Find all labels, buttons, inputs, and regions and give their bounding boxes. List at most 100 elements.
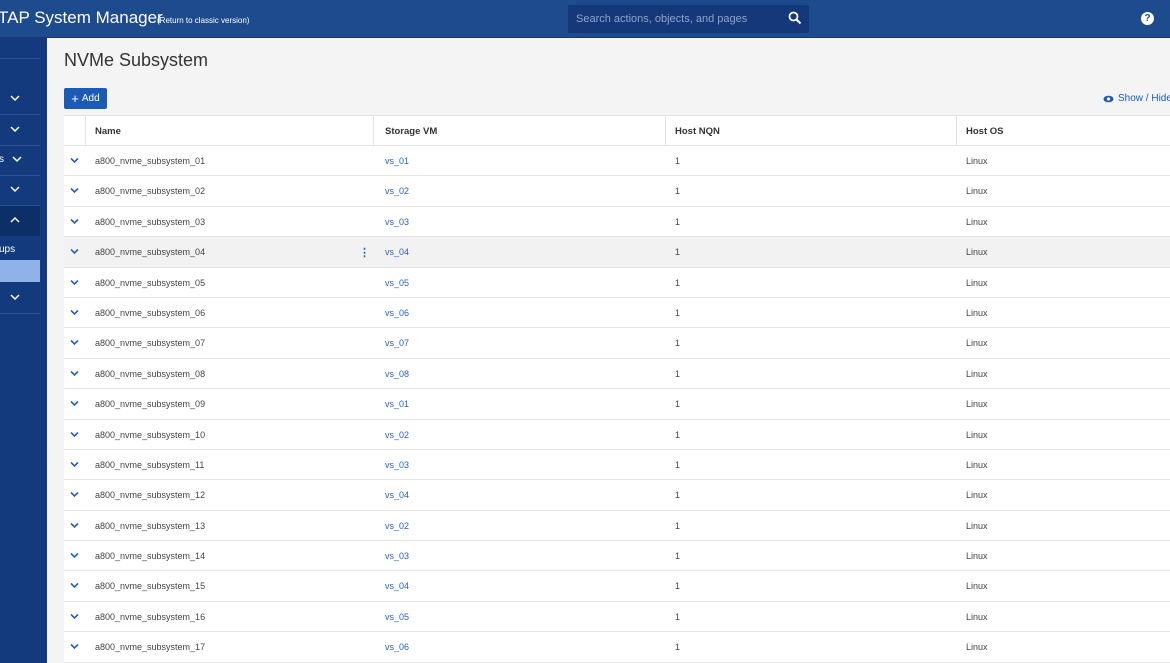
host-os: Linux — [966, 551, 988, 562]
sidebar-item-label: s — [0, 154, 4, 165]
storage-vm-link[interactable]: vs_03 — [385, 216, 410, 227]
chevron-down-icon[interactable] — [70, 279, 79, 286]
table-row[interactable]: a800_nvme_subsystem_15 vs_04 1 Linux — [64, 571, 1170, 602]
storage-vm-link[interactable]: vs_07 — [385, 338, 410, 349]
add-button[interactable]: + Add — [64, 88, 107, 109]
chevron-down-icon[interactable] — [70, 643, 79, 650]
host-nqn-count: 1 — [675, 611, 681, 622]
table-row[interactable]: a800_nvme_subsystem_10 vs_02 1 Linux — [64, 419, 1170, 450]
table-row[interactable]: a800_nvme_subsystem_05 vs_05 1 Linux — [64, 267, 1170, 298]
storage-vm-link[interactable]: vs_06 — [385, 642, 410, 653]
table-row[interactable]: a800_nvme_subsystem_07 vs_07 1 Linux — [64, 328, 1170, 359]
chevron-down-icon[interactable] — [70, 491, 79, 498]
table-row[interactable]: a800_nvme_subsystem_01 vs_01 1 Linux — [64, 146, 1170, 177]
storage-vm-link[interactable]: vs_02 — [385, 429, 410, 440]
table-row[interactable]: a800_nvme_subsystem_11 vs_03 1 Linux — [64, 449, 1170, 481]
storage-vm-link[interactable]: vs_05 — [385, 277, 410, 288]
host-nqn-count: 1 — [675, 216, 681, 227]
subsystem-name: a800_nvme_subsystem_15 — [95, 581, 206, 592]
sidebar-subitem-active[interactable] — [0, 260, 40, 282]
table-row[interactable]: a800_nvme_subsystem_16 vs_05 1 Linux — [64, 601, 1170, 633]
chevron-down-icon[interactable] — [70, 157, 79, 164]
storage-vm-link[interactable]: vs_08 — [385, 368, 410, 379]
chevron-down-icon — [12, 156, 22, 163]
sidebar-item-3[interactable]: s — [0, 145, 40, 175]
storage-vm-link[interactable]: vs_03 — [385, 551, 410, 562]
chevron-down-icon[interactable] — [70, 248, 79, 255]
host-nqn-count: 1 — [675, 247, 681, 258]
subsystem-name: a800_nvme_subsystem_05 — [95, 277, 206, 288]
storage-vm-link[interactable]: vs_01 — [385, 399, 410, 410]
sidebar-divider — [0, 175, 40, 176]
show-hide-columns-button[interactable]: Show / Hide — [1103, 93, 1170, 104]
column-header-storage-vm[interactable]: Storage VM — [385, 126, 438, 137]
table-row[interactable]: a800_nvme_subsystem_02 vs_02 1 Linux — [64, 176, 1170, 207]
storage-vm-link[interactable]: vs_04 — [385, 490, 410, 501]
column-header-name[interactable]: Name — [95, 126, 121, 137]
sidebar-subitem-label[interactable]: ups — [0, 244, 16, 255]
sidebar-item-7[interactable] — [0, 283, 40, 313]
storage-vm-link[interactable]: vs_05 — [385, 611, 410, 622]
host-os: Linux — [966, 520, 988, 531]
table-row[interactable]: a800_nvme_subsystem_17 vs_06 1 Linux — [64, 632, 1170, 663]
chevron-down-icon[interactable] — [70, 431, 79, 438]
table-row[interactable]: a800_nvme_subsystem_09 vs_01 1 Linux — [64, 389, 1170, 420]
subsystem-name: a800_nvme_subsystem_01 — [95, 156, 206, 166]
chevron-down-icon[interactable] — [70, 370, 79, 377]
chevron-down-icon[interactable] — [70, 582, 79, 589]
chevron-down-icon[interactable] — [70, 461, 79, 468]
page-title: NVMe Subsystem — [64, 50, 209, 70]
row-actions-icon[interactable]: ⋮ — [359, 247, 370, 260]
search-box[interactable] — [568, 5, 809, 33]
chevron-down-icon[interactable] — [70, 400, 79, 407]
table-row[interactable]: a800_nvme_subsystem_12 vs_04 1 Linux — [64, 480, 1170, 511]
subsystem-name: a800_nvme_subsystem_10 — [95, 429, 206, 440]
storage-vm-link[interactable]: vs_03 — [385, 459, 410, 470]
app-title: TAP System Manager — [0, 8, 163, 27]
host-nqn-count: 1 — [675, 520, 681, 531]
search-icon[interactable] — [788, 11, 802, 25]
table-row[interactable]: a800_nvme_subsystem_03 vs_03 1 Linux — [64, 206, 1170, 238]
host-os: Linux — [966, 338, 988, 349]
storage-vm-link[interactable]: vs_02 — [385, 186, 410, 197]
classic-version-link[interactable]: (Return to classic version) — [157, 16, 250, 25]
host-os: Linux — [966, 277, 988, 288]
host-nqn-count: 1 — [675, 642, 681, 653]
storage-vm-link[interactable]: vs_01 — [385, 156, 410, 166]
chevron-down-icon[interactable] — [70, 522, 79, 529]
host-nqn-count: 1 — [675, 581, 681, 592]
storage-vm-link[interactable]: vs_04 — [385, 581, 410, 592]
chevron-up-icon — [10, 216, 20, 223]
sidebar-item-2[interactable] — [0, 115, 40, 145]
table-row[interactable]: a800_nvme_subsystem_06 vs_06 1 Linux — [64, 297, 1170, 329]
table-row[interactable]: a800_nvme_subsystem_13 vs_02 1 Linux — [64, 510, 1170, 542]
storage-vm-link[interactable]: vs_06 — [385, 307, 410, 318]
chevron-down-icon[interactable] — [70, 309, 79, 316]
column-header-host-os[interactable]: Host OS — [966, 126, 1004, 137]
chevron-down-icon[interactable] — [70, 339, 79, 346]
subsystem-name: a800_nvme_subsystem_09 — [95, 399, 206, 410]
sidebar-item-1[interactable] — [0, 84, 40, 114]
storage-vm-link[interactable]: vs_04 — [385, 247, 410, 258]
table-row[interactable]: a800_nvme_subsystem_04 ⋮ vs_04 1 Linux — [64, 237, 1170, 268]
table-row[interactable]: a800_nvme_subsystem_14 vs_03 1 Linux — [64, 541, 1170, 572]
sidebar-divider — [0, 205, 40, 206]
table-header: Name Storage VM Host NQN Host OS — [64, 115, 1170, 147]
help-icon[interactable]: ? — [1141, 12, 1154, 25]
chevron-down-icon — [10, 126, 20, 133]
host-os: Linux — [966, 216, 988, 227]
column-header-host-nqn[interactable]: Host NQN — [675, 126, 720, 137]
chevron-down-icon[interactable] — [70, 187, 79, 194]
storage-vm-link[interactable]: vs_02 — [385, 520, 410, 531]
search-input[interactable] — [576, 11, 776, 27]
chevron-down-icon[interactable] — [70, 613, 79, 620]
host-nqn-count: 1 — [675, 490, 681, 501]
table-row[interactable]: a800_nvme_subsystem_08 vs_08 1 Linux — [64, 358, 1170, 390]
host-nqn-count: 1 — [675, 459, 681, 470]
chevron-down-icon[interactable] — [70, 218, 79, 225]
sidebar-item-4[interactable] — [0, 175, 40, 205]
sidebar-item-5[interactable] — [0, 206, 40, 236]
host-nqn-count: 1 — [675, 551, 681, 562]
chevron-down-icon[interactable] — [70, 552, 79, 559]
chevron-down-icon — [10, 186, 20, 193]
